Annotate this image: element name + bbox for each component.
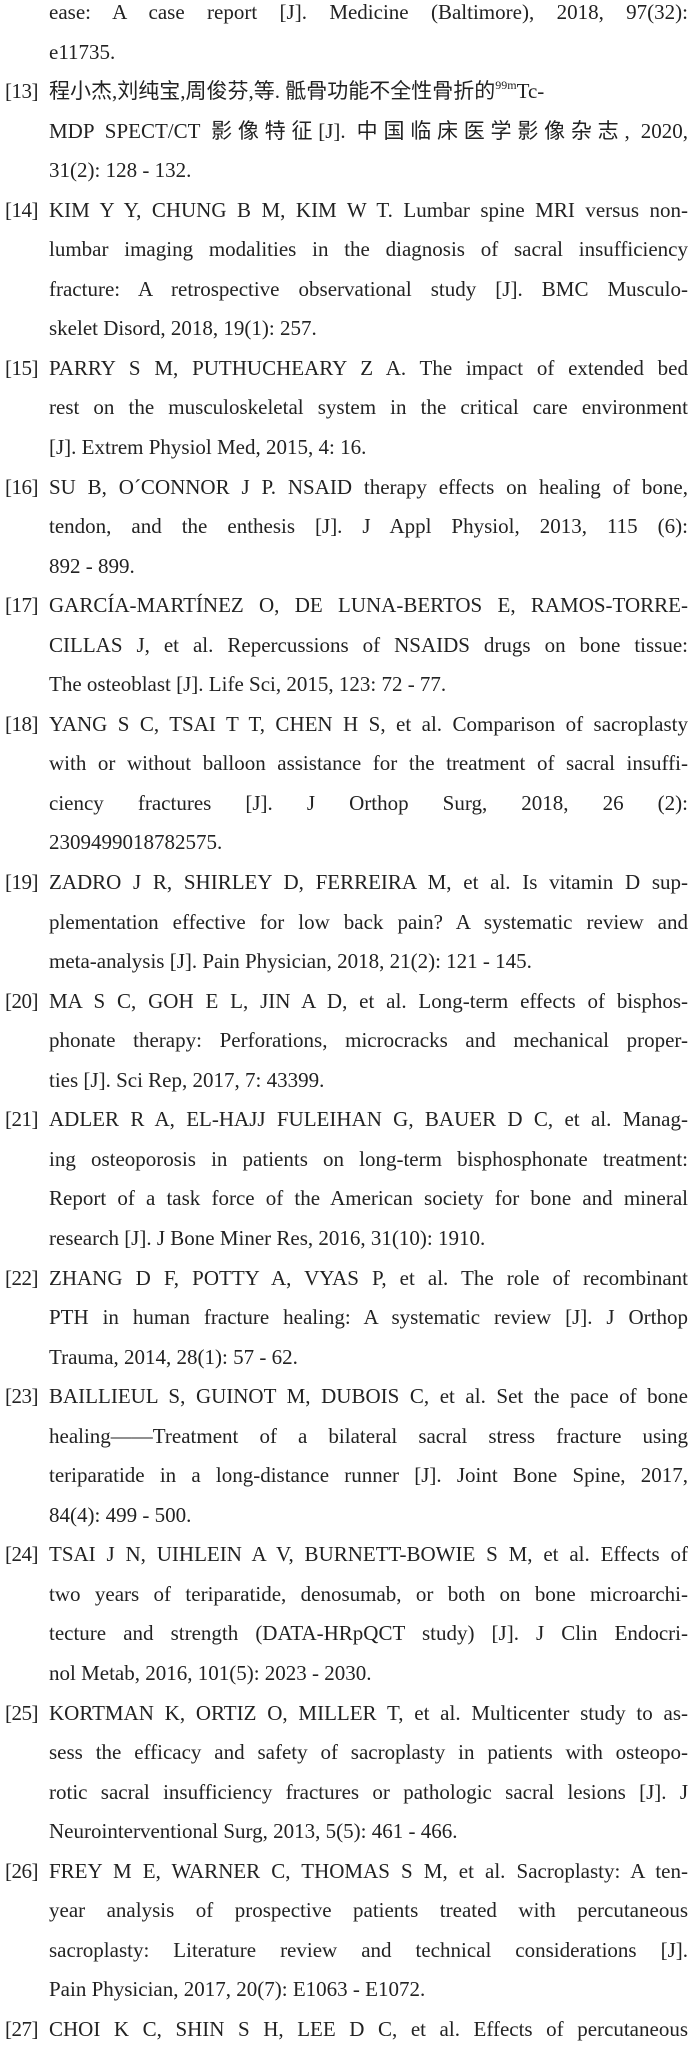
reference-line: 84(4): 499 - 500. (49, 1502, 192, 1527)
reference-number: [27] (5, 2016, 39, 2041)
reference-line: 892 - 899. (49, 553, 135, 578)
reference-line: ease: A case report [J]. Medicine (Balti… (49, 0, 688, 24)
reference-line: CHOI K C, SHIN S H, LEE D C, et al. Effe… (49, 2016, 688, 2041)
reference-line: ties [J]. Sci Rep, 2017, 7: 43399. (49, 1067, 325, 1092)
reference-number: [13] (5, 79, 39, 104)
reference-line: 2309499018782575. (49, 830, 223, 855)
reference-number: [25] (5, 1700, 39, 1725)
reference-line: fracture: A retrospective observational … (49, 276, 688, 301)
reference-line: lumbar imaging modalities in the diagnos… (49, 237, 688, 262)
reference-line: two years of teriparatide, denosumab, or… (49, 1581, 688, 1606)
reference-number: [19] (5, 870, 39, 895)
reference-line: rotic sacral insufficiency fractures or … (49, 1779, 688, 1804)
reference-line: Pain Physician, 2017, 20(7): E1063 - E10… (49, 1977, 426, 2002)
reference-line: teriparatide in a long-distance runner [… (49, 1463, 688, 1488)
reference-line: 31(2): 128 - 132. (49, 158, 192, 183)
reference-line: tecture and strength (DATA-HRpQCT study)… (49, 1621, 688, 1646)
reference-number: [22] (5, 1265, 39, 1290)
reference-number: [16] (5, 474, 39, 499)
reference-item: [25] KORTMAN K, ORTIZ O, MILLER T, et al.… (0, 1694, 688, 1852)
reference-line: SU B, O´CONNOR J P. NSAID therapy effect… (49, 474, 688, 499)
reference-line: KORTMAN K, ORTIZ O, MILLER T, et al. Mul… (49, 1700, 688, 1725)
reference-line: tendon, and the enthesis [J]. J Appl Phy… (49, 514, 688, 539)
reference-line: plementation effective for low back pain… (49, 909, 688, 934)
reference-line: sacroplasty: Literature review and techn… (49, 1937, 688, 1962)
reference-line: 程小杰,刘纯宝,周俊芬,等. 骶骨功能不全性骨折的99mTc- (49, 72, 688, 112)
reference-item: [16] SU B, O´CONNOR J P. NSAID therapy ef… (0, 468, 688, 587)
reference-line: PARRY S M, PUTHUCHEARY Z A. The impact o… (49, 355, 688, 380)
reference-number: [17] (5, 593, 39, 618)
reference-line: MA S C, GOH E L, JIN A D, et al. Long-te… (49, 988, 688, 1013)
reference-number: [26] (5, 1858, 39, 1883)
reference-number: [24] (5, 1542, 39, 1567)
reference-item: [26] FREY M E, WARNER C, THOMAS S M, et a… (0, 1852, 688, 2010)
reference-line: ciency fractures [J]. J Orthop Surg, 201… (49, 790, 688, 815)
reference-item: [17] GARCÍA-MARTÍNEZ O, DE LUNA-BERTOS E,… (0, 586, 688, 705)
isotope-superscript: 99m (495, 78, 517, 93)
reference-item: [20] MA S C, GOH E L, JIN A D, et al. Lon… (0, 982, 688, 1101)
reference-number: [20] (5, 988, 39, 1013)
reference-text: Tc- (516, 79, 545, 104)
reference-item: [21] ADLER R A, EL-HAJJ FULEIHAN G, BAUER… (0, 1100, 688, 1258)
reference-line: [J]. Extrem Physiol Med, 2015, 4: 16. (49, 435, 367, 460)
reference-line: YANG S C, TSAI T T, CHEN H S, et al. Com… (49, 711, 688, 736)
reference-line: Report of a task force of the American s… (49, 1186, 688, 1211)
reference-item: [23] BAILLIEUL S, GUINOT M, DUBOIS C, et … (0, 1377, 688, 1535)
reference-number: [15] (5, 355, 39, 380)
reference-line: with or without balloon assistance for t… (49, 751, 688, 776)
reference-line: PTH in human fracture healing: A systema… (49, 1305, 688, 1330)
reference-line: nol Metab, 2016, 101(5): 2023 - 2030. (49, 1660, 372, 1685)
reference-line: research [J]. J Bone Miner Res, 2016, 31… (49, 1225, 486, 1250)
reference-line: GARCÍA-MARTÍNEZ O, DE LUNA-BERTOS E, RAM… (49, 593, 688, 618)
reference-line: KIM Y Y, CHUNG B M, KIM W T. Lumbar spin… (49, 197, 688, 222)
reference-item: [19] ZADRO J R, SHIRLEY D, FERREIRA M, et… (0, 863, 688, 982)
reference-number: [18] (5, 711, 39, 736)
reference-line: TSAI J N, UIHLEIN A V, BURNETT-BOWIE S M… (49, 1542, 688, 1567)
reference-line: sess the efficacy and safety of sacropla… (49, 1740, 688, 1765)
reference-line: healing——Treatment of a bilateral sacral… (49, 1423, 688, 1448)
reference-line: year analysis of prospective patients tr… (49, 1898, 688, 1923)
reference-number: [21] (5, 1107, 39, 1132)
reference-line: The osteoblast [J]. Life Sci, 2015, 123:… (49, 672, 447, 697)
reference-number: [23] (5, 1384, 39, 1409)
reference-line: ing osteoporosis in patients on long-ter… (49, 1146, 688, 1171)
reference-item: [13] 程小杰,刘纯宝,周俊芬,等. 骶骨功能不全性骨折的99mTc- MDP S… (0, 72, 688, 191)
reference-line: Trauma, 2014, 28(1): 57 - 62. (49, 1344, 298, 1369)
reference-line: phonate therapy: Perforations, microcrac… (49, 1028, 688, 1053)
reference-line: rest on the musculoskeletal system in th… (49, 395, 688, 420)
reference-line: e11735. (49, 39, 116, 64)
reference-item: [18] YANG S C, TSAI T T, CHEN H S, et al.… (0, 705, 688, 863)
reference-line: ZHANG D F, POTTY A, VYAS P, et al. The r… (49, 1265, 688, 1290)
reference-line: BAILLIEUL S, GUINOT M, DUBOIS C, et al. … (49, 1384, 688, 1409)
reference-line: ADLER R A, EL-HAJJ FULEIHAN G, BAUER D C… (49, 1107, 688, 1132)
reference-text: 程小杰,刘纯宝,周俊芬,等. 骶骨功能不全性骨折的 (49, 79, 496, 104)
reference-item: [22] ZHANG D F, POTTY A, VYAS P, et al. T… (0, 1259, 688, 1378)
reference-line: MDP SPECT/CT 影像特征[J]. 中国临床医学影像杂志, 2020, (49, 118, 688, 143)
reference-line: skelet Disord, 2018, 19(1): 257. (49, 316, 317, 341)
reference-number: [14] (5, 197, 39, 222)
reference-item: [14] KIM Y Y, CHUNG B M, KIM W T. Lumbar … (0, 191, 688, 349)
reference-line: FREY M E, WARNER C, THOMAS S M, et al. S… (49, 1858, 688, 1883)
reference-item: [24] TSAI J N, UIHLEIN A V, BURNETT-BOWIE… (0, 1535, 688, 1693)
reference-item: ease: A case report [J]. Medicine (Balti… (0, 0, 688, 72)
reference-item: [15] PARRY S M, PUTHUCHEARY Z A. The impa… (0, 349, 688, 468)
reference-line: CILLAS J, et al. Repercussions of NSAIDS… (49, 632, 688, 657)
reference-line: meta-analysis [J]. Pain Physician, 2018,… (49, 949, 532, 974)
reference-line: Neurointerventional Surg, 2013, 5(5): 46… (49, 1819, 458, 1844)
reference-item: [27] CHOI K C, SHIN S H, LEE D C, et al. … (0, 2010, 688, 2049)
reference-line: ZADRO J R, SHIRLEY D, FERREIRA M, et al.… (49, 870, 688, 895)
